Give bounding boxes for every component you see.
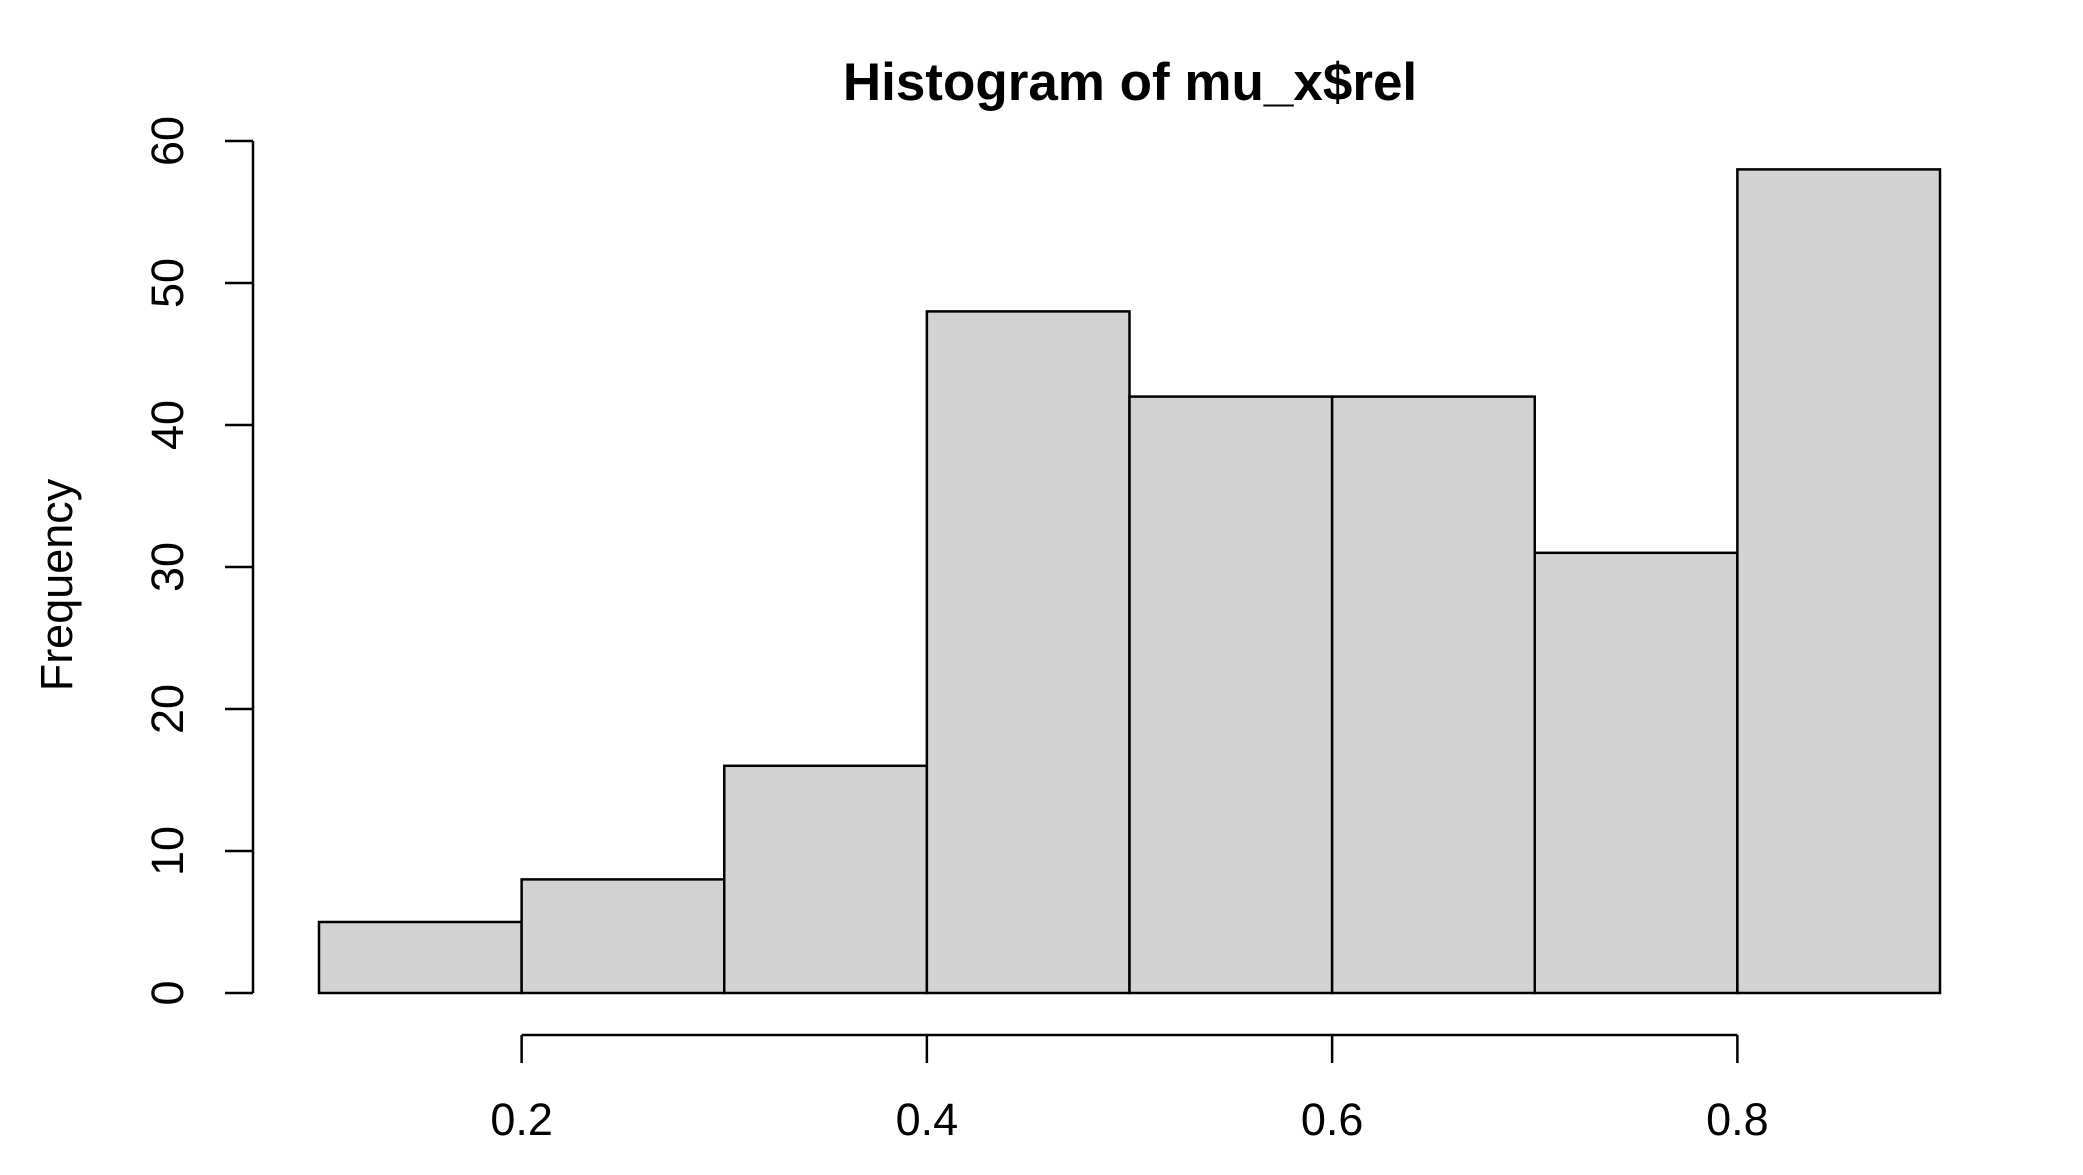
histogram-bar (723, 764, 929, 995)
histogram-bar (520, 878, 726, 995)
histogram-bar (925, 310, 1131, 995)
x-tick-label: 0.4 (896, 1094, 959, 1145)
chart-title: Histogram of mu_x$rel (843, 53, 1417, 112)
y-tick-label: 50 (142, 258, 193, 308)
x-tick-label: 0.6 (1301, 1094, 1364, 1145)
x-axis: 0.2 0.4 0.6 0.8 (490, 1033, 1769, 1145)
y-tick-label: 20 (142, 684, 193, 734)
histogram-bar (1736, 168, 1942, 995)
y-tick-label: 60 (142, 116, 193, 166)
histogram-bar (1533, 551, 1739, 995)
histogram-bar (317, 920, 523, 995)
histogram-bar (1128, 395, 1334, 995)
y-tick-label: 10 (142, 826, 193, 876)
y-axis: 0 10 20 30 40 50 60 (142, 116, 255, 1006)
x-tick-label: 0.8 (1706, 1094, 1769, 1145)
bars-group (317, 168, 1942, 995)
x-tick-label: 0.2 (490, 1094, 553, 1145)
y-tick-label: 30 (142, 542, 193, 592)
y-tick-label: 40 (142, 400, 193, 450)
y-tick-label: 0 (142, 980, 193, 1005)
histogram-bar (1330, 395, 1536, 995)
y-axis-label: Frequency (31, 478, 82, 691)
